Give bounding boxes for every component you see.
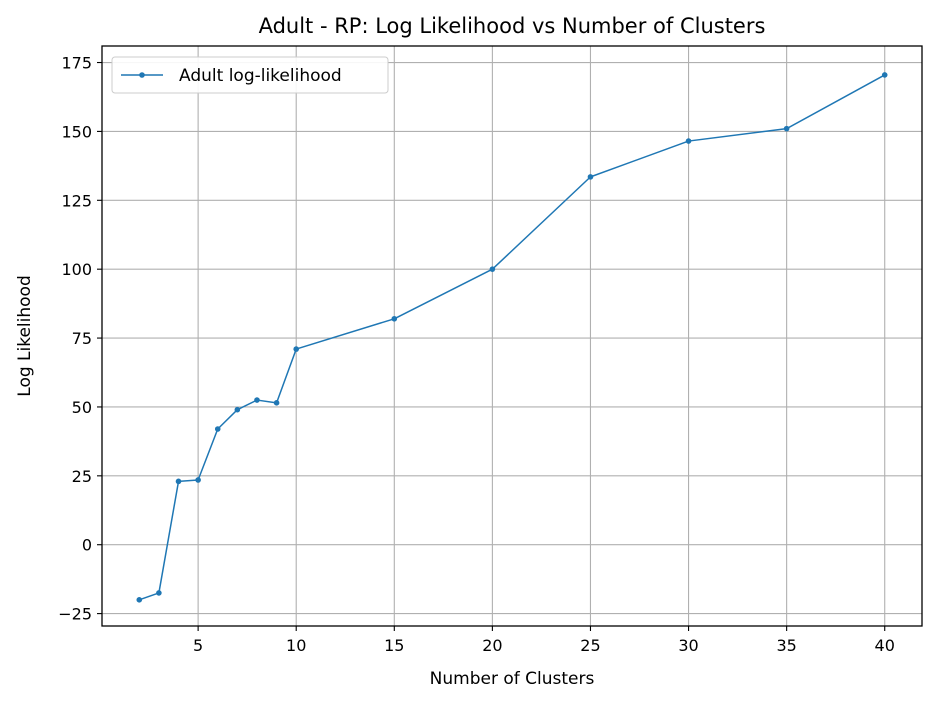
data-point — [685, 138, 692, 144]
data-point — [391, 315, 398, 322]
legend: Adult log-likelihood — [111, 56, 389, 94]
y-tick-label: 75 — [72, 329, 92, 348]
data-point — [254, 397, 260, 403]
y-tick-label: −25 — [58, 605, 92, 624]
chart-title: Adult - RP: Log Likelihood vs Number of … — [259, 14, 766, 38]
data-point — [195, 477, 201, 483]
legend-marker-sample — [139, 72, 145, 78]
legend-box — [111, 56, 389, 94]
x-tick-label: 15 — [384, 636, 404, 655]
data-point — [234, 406, 241, 413]
legend-label: Adult log-likelihood — [179, 66, 342, 86]
axis-ticks: 5 10 15 20 25 30 35 40 −25 0 25 50 75 100 125 150 175 — [58, 54, 895, 655]
x-tick-label: 35 — [776, 636, 796, 655]
data-point — [175, 478, 182, 485]
x-tick-label: 20 — [482, 636, 502, 655]
data-point — [587, 174, 594, 180]
y-tick-label: 0 — [82, 536, 92, 555]
x-tick-label: 5 — [193, 636, 203, 655]
x-tick-label: 10 — [286, 636, 306, 655]
y-tick-label: 150 — [61, 122, 92, 141]
grid — [102, 46, 922, 626]
data-point — [783, 125, 790, 132]
y-tick-label: 25 — [72, 467, 92, 486]
data-point — [273, 400, 280, 406]
x-tick-label: 30 — [678, 636, 698, 655]
data-point — [136, 597, 143, 603]
data-point — [156, 590, 162, 596]
data-point — [489, 266, 496, 272]
y-tick-label: 50 — [72, 398, 92, 417]
y-tick-label: 100 — [61, 260, 92, 279]
x-axis-label: Number of Clusters — [430, 669, 595, 689]
x-tick-label: 25 — [580, 636, 600, 655]
data-point — [881, 72, 888, 78]
y-axis-label: Log Likelihood — [15, 275, 35, 396]
series-markers — [136, 72, 888, 603]
y-tick-label: 175 — [61, 54, 92, 73]
x-tick-label: 40 — [875, 636, 895, 655]
data-point — [293, 346, 300, 352]
plot-frame — [101, 45, 923, 627]
data-point — [214, 426, 221, 432]
y-tick-label: 125 — [61, 191, 92, 210]
